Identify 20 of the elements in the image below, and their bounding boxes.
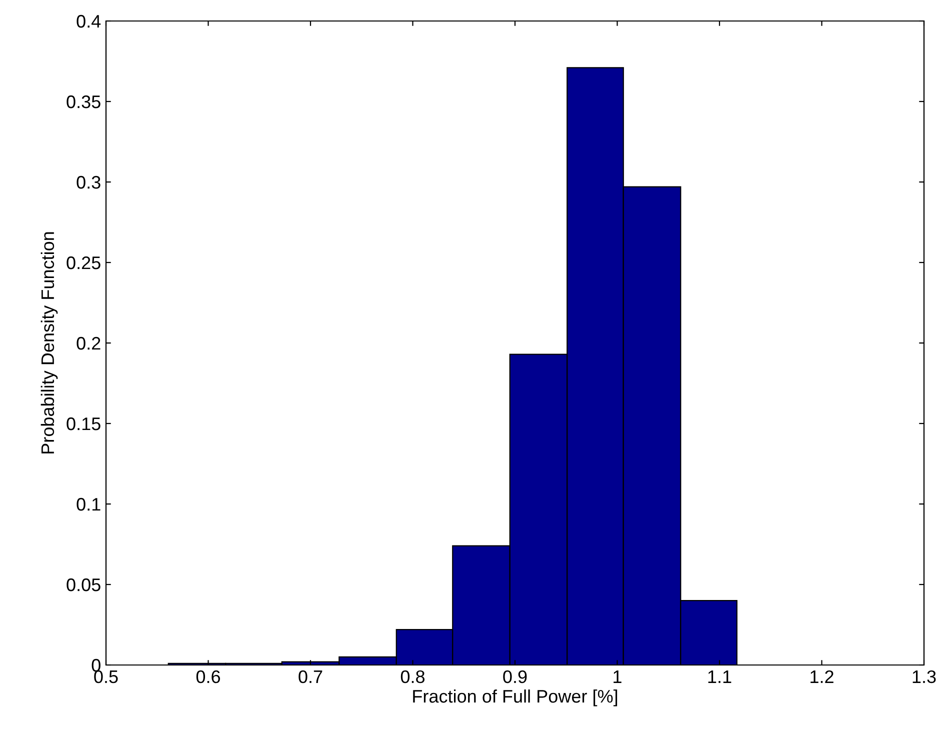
y-tick-label: 0.2 [76, 336, 100, 350]
y-tick-label: 0.1 [76, 498, 100, 511]
x-tick-label: 0.8 [400, 670, 425, 684]
y-tick-label: 0.05 [66, 578, 100, 592]
x-tick-label: 1 [614, 670, 622, 683]
y-tick-label: 0.3 [76, 176, 100, 189]
x-tick-label: 0.6 [196, 670, 220, 684]
y-tick-label: 0.25 [66, 256, 100, 270]
x-tick-label: 0.5 [94, 670, 118, 684]
x-tick-label: 0.7 [298, 670, 322, 684]
x-tick-label: 1.3 [912, 670, 936, 684]
y-tick-label: 0 [92, 658, 100, 672]
y-tick-label: 0.15 [66, 417, 100, 430]
y-axis-title: Probability Density Function [40, 232, 58, 454]
x-axis-title: Fraction of Full Power [%] [413, 689, 618, 706]
x-tick-label: 1.1 [708, 670, 732, 683]
y-tick-label: 0.35 [66, 95, 100, 108]
y-tick-label: 0.4 [76, 14, 101, 28]
x-tick-label: 0.9 [503, 670, 527, 684]
x-tick-label: 1.2 [810, 670, 834, 683]
